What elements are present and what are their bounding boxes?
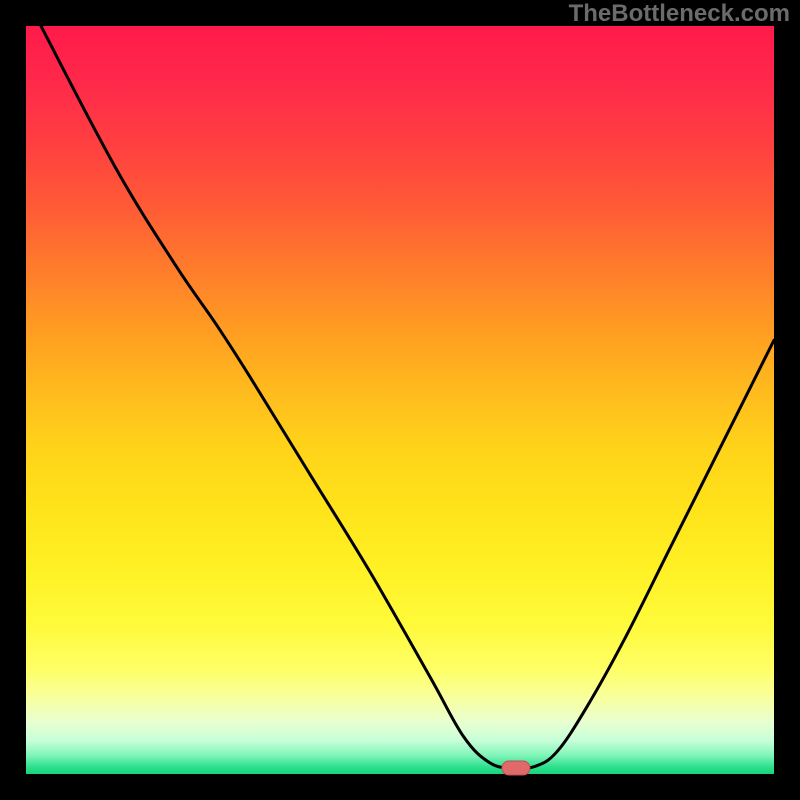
chart-container: TheBottleneck.com [0,0,800,800]
bottleneck-chart [0,0,800,800]
watermark-text: TheBottleneck.com [569,0,790,28]
gradient-plot-area [26,26,774,774]
optimal-point-marker [502,761,530,775]
